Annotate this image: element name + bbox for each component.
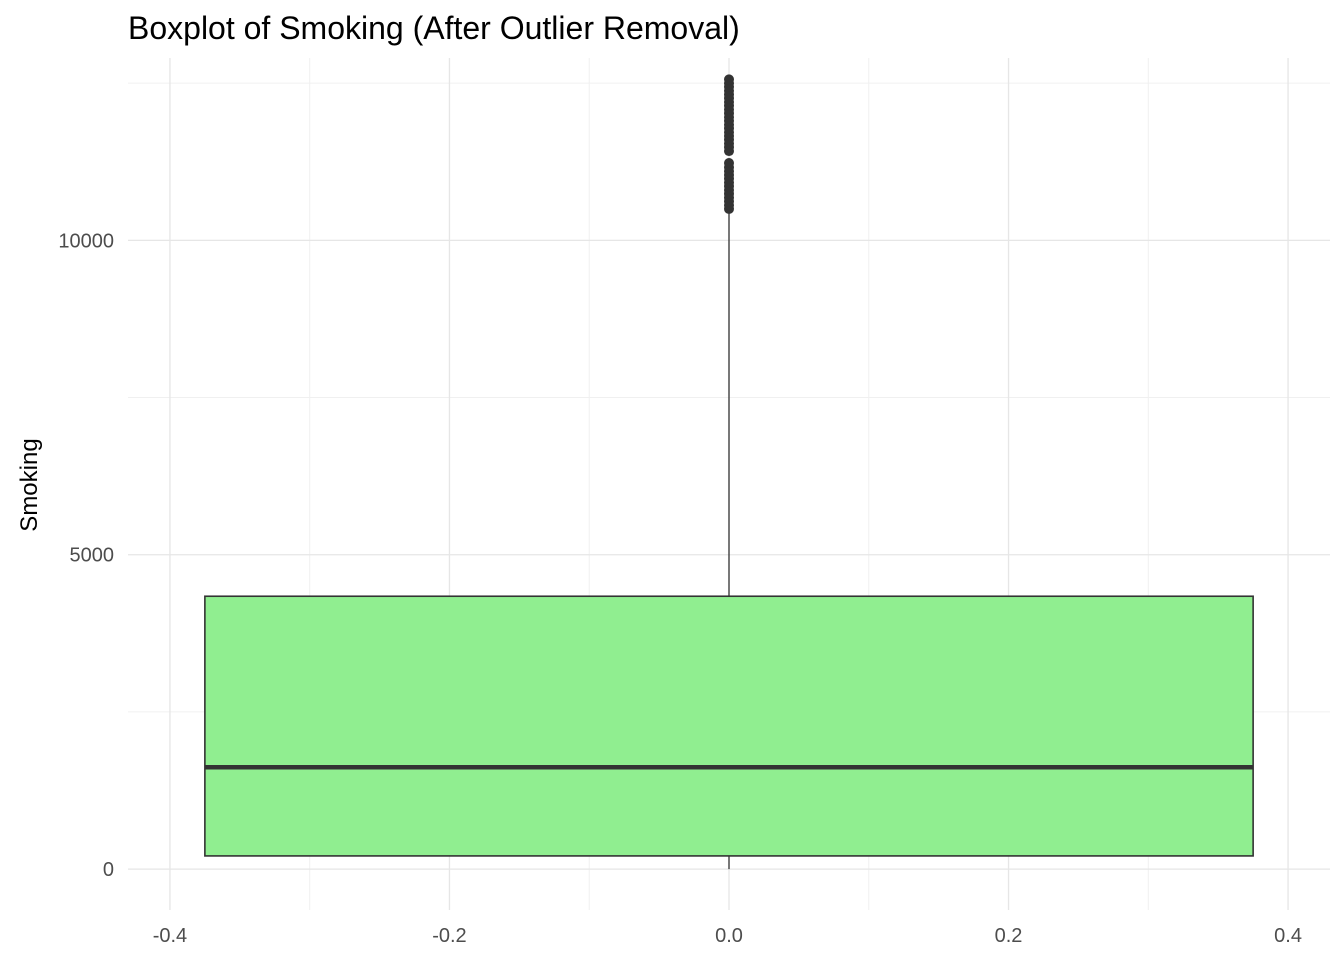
y-tick-label: 5000 xyxy=(70,545,115,567)
x-tick-label: -0.2 xyxy=(432,925,466,947)
outlier-point xyxy=(724,158,734,169)
y-axis-title: Smoking xyxy=(16,438,43,531)
iqr-box xyxy=(204,595,1254,857)
x-tick-label: 0.4 xyxy=(1274,925,1302,947)
x-tick-labels: -0.4 -0.2 0.0 0.2 0.4 xyxy=(153,925,1302,947)
box-layer xyxy=(204,74,1254,870)
x-tick-label: 0.0 xyxy=(715,925,743,947)
y-tick-labels: 0 5000 10000 xyxy=(58,230,114,881)
chart-title: Boxplot of Smoking (After Outlier Remova… xyxy=(128,10,740,46)
y-tick-label: 10000 xyxy=(58,230,114,252)
x-tick-label: -0.4 xyxy=(153,925,187,947)
x-tick-label: 0.2 xyxy=(995,925,1023,947)
y-tick-label: 0 xyxy=(103,859,114,881)
outlier-point xyxy=(724,74,734,85)
